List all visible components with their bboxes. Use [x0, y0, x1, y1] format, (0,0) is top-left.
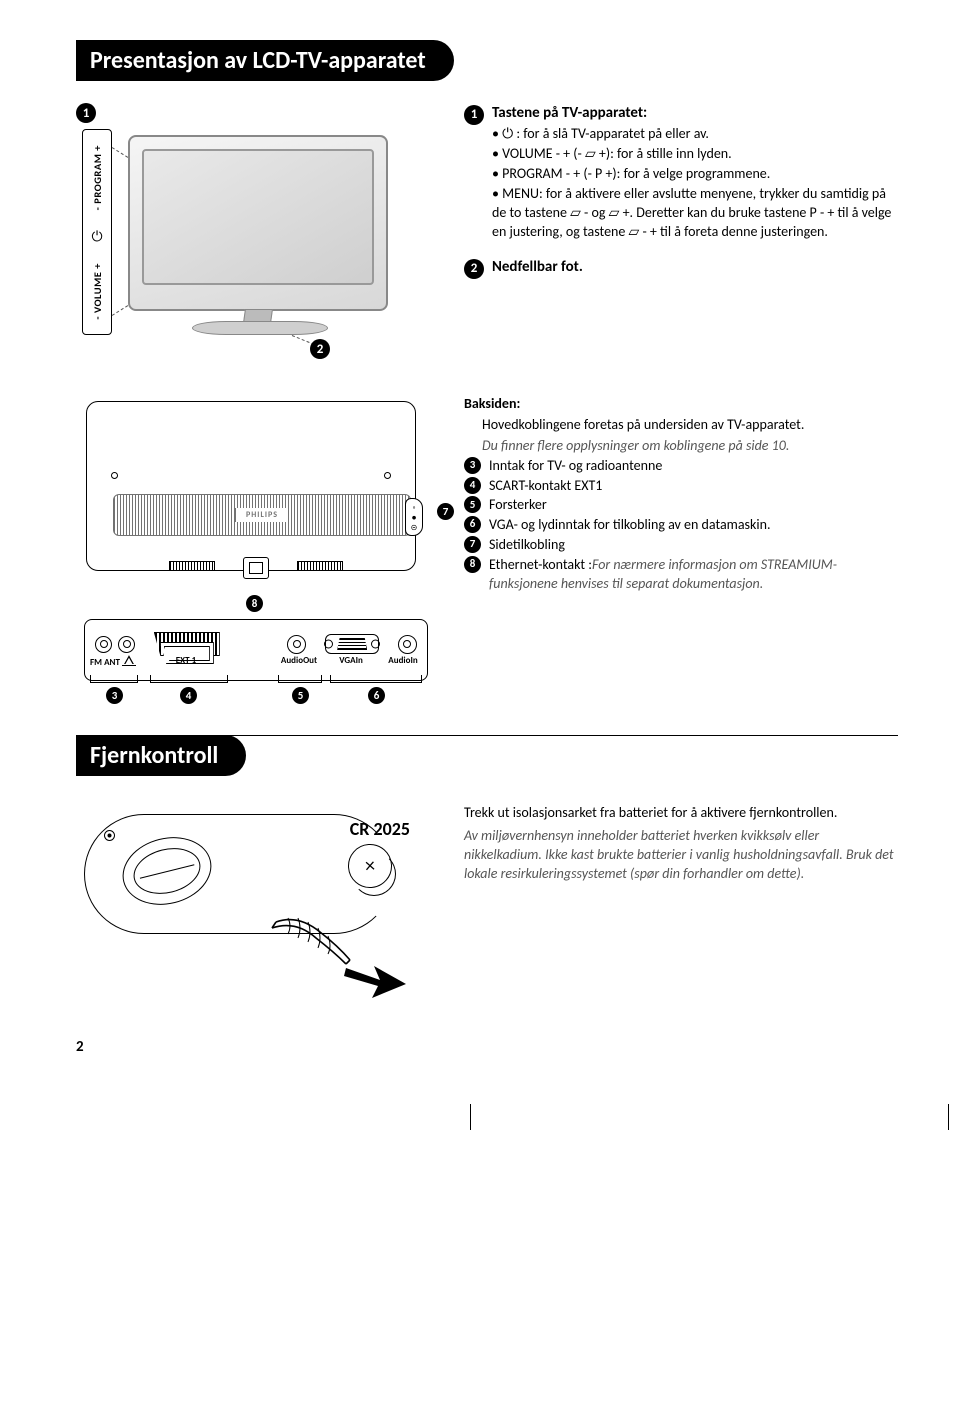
strip-volume-label: - VOLUME +	[91, 263, 104, 320]
bullet-5-text: Forsterker	[489, 496, 898, 515]
crop-mark	[948, 1104, 949, 1130]
label-audio-out-sub: Out	[303, 655, 317, 666]
label-audio-out: Audio	[281, 655, 303, 666]
tv-body-illustration	[128, 135, 388, 311]
callout-4-icon: 4	[180, 687, 197, 704]
bullet-5-icon: 5	[464, 496, 481, 513]
remote-text-column: Trekk ut isolasjonsarket fra batteriet f…	[464, 798, 898, 998]
page-number: 2	[76, 1038, 84, 1056]
bracket-icon	[150, 675, 228, 683]
back-heading: Baksiden:	[464, 395, 898, 414]
bracket-icon	[330, 675, 422, 683]
bullet-7-icon: 7	[464, 536, 481, 553]
side-connector-panel: ◦ ● ⊝	[405, 498, 423, 536]
fm-antenna-jacks	[95, 636, 135, 653]
back-intro: Hovedkoblingene foretas på undersiden av…	[464, 416, 898, 435]
label-audio-in: Audio	[388, 655, 410, 666]
bullet-6-icon: 6	[464, 516, 481, 533]
remote-italic: Av miljøvernhensyn inneholder batteriet …	[464, 827, 898, 884]
callout-6-icon: 6	[368, 687, 385, 704]
bullet-3-text: Inntak for TV- og radioantenne	[489, 457, 898, 476]
bullet-8-icon: 8	[464, 556, 481, 573]
vent-panel: PHILIPS	[113, 494, 411, 536]
bullet-4-text: SCART-kontakt EXT1	[489, 477, 898, 496]
back-row: PHILIPS ◦ ● ⊝ 7 8	[76, 395, 898, 695]
coin-cell-label: CR 2025	[350, 818, 410, 840]
back-text-column: Baksiden: Hovedkoblingene foretas på und…	[464, 395, 898, 695]
pull-tab-illustration	[268, 916, 358, 966]
callout-1-icon: 1	[76, 103, 96, 123]
bullet-item: MENU: for å aktivere eller avslutte meny…	[492, 185, 898, 242]
bullet-1-icon: 1	[464, 105, 484, 125]
bullet-8-text: Ethernet-kontakt :For nærmere informasjo…	[489, 556, 898, 594]
bullet-4-icon: 4	[464, 477, 481, 494]
bullet-6-text: VGA- og lydinntak for tilkobling av en d…	[489, 516, 898, 535]
label-vga: VGA	[339, 655, 355, 666]
screw-icon	[111, 472, 118, 479]
callout-8-icon: 8	[246, 595, 263, 612]
bracket-icon	[278, 675, 322, 683]
coin-x-glyph: ×	[364, 856, 375, 877]
label-vga-sub: In	[356, 655, 363, 666]
bullet-7-text: Sidetilkobling	[489, 536, 898, 555]
tv-screen-illustration	[142, 149, 374, 285]
scart-connector-icon	[154, 632, 220, 656]
bullet-item: ⏻ : for å slå TV-apparatet på eller av.	[492, 125, 898, 144]
bullet-item: VOLUME - + (- ▱ +): for å stille inn lyd…	[492, 145, 898, 164]
intro-text-column: 1 Tastene på TV-apparatet: ⏻ : for å slå…	[464, 103, 898, 363]
label-fm-ant: FM ANT	[90, 657, 120, 668]
block-1-bullets: ⏻ : for å slå TV-apparatet på eller av. …	[492, 125, 898, 241]
crop-mark	[470, 1104, 471, 1130]
section-title-intro: Presentasjon av LCD-TV-apparatet	[76, 40, 454, 81]
block-1: 1 Tastene på TV-apparatet: ⏻ : for å slå…	[464, 103, 898, 243]
section-title-remote: Fjernkontroll	[76, 735, 246, 776]
bullet-item: PROGRAM - + (- P +): for å velge program…	[492, 165, 898, 184]
side-jack-icon: ◦	[413, 503, 416, 513]
bullet-3-icon: 3	[464, 457, 481, 474]
remote-para: Trekk ut isolasjonsarket fra batteriet f…	[464, 804, 898, 823]
figure-coin-cell: CR 2025 ×	[76, 798, 436, 998]
audio-out-jack-icon	[287, 635, 306, 654]
intro-row: 1 - PROGRAM + ⏻ - VOLUME + 2 1 Tastene p…	[76, 103, 898, 363]
power-icon: ⏻	[91, 228, 102, 245]
callout-2-icon: 2	[310, 339, 330, 359]
tv-button-strip: - PROGRAM + ⏻ - VOLUME +	[82, 129, 112, 335]
back-shell: PHILIPS ◦ ● ⊝	[86, 401, 416, 571]
screw-icon	[104, 830, 115, 841]
remote-row: CR 2025 × Trekk ut isolasjonsarket fra b…	[76, 798, 898, 998]
ethernet-port-icon	[243, 557, 269, 579]
hinge-illustration	[201, 561, 311, 595]
vga-connector-icon	[325, 634, 379, 654]
audio-in-jack-icon	[398, 635, 417, 654]
connector-labels: FM ANT EXT 1 AudioOut VGAIn AudioIn	[84, 655, 428, 668]
pull-arrow-icon	[344, 960, 408, 1005]
block-2: 2 Nedfellbar fot.	[464, 257, 898, 279]
side-jack-icon: ⊝	[411, 523, 418, 533]
callout-3-icon: 3	[106, 687, 123, 704]
back-note: Du finner flere opplysninger om koblinge…	[464, 437, 898, 456]
connector-strip	[84, 619, 428, 681]
block-2-title: Nedfellbar fot.	[492, 257, 583, 279]
figure-tv-front: 1 - PROGRAM + ⏻ - VOLUME + 2	[76, 103, 436, 363]
bracket-icon	[90, 675, 138, 683]
label-ext1: EXT 1	[142, 655, 230, 668]
screw-icon	[384, 472, 391, 479]
label-audio-in-sub: In	[410, 655, 417, 666]
bullet-2-icon: 2	[464, 259, 484, 279]
brand-label: PHILIPS	[235, 508, 289, 522]
callout-7-icon: 7	[437, 503, 454, 520]
tv-stand-base	[192, 321, 328, 335]
strip-program-label: - PROGRAM +	[91, 145, 104, 210]
bullet-8-lead: Ethernet-kontakt :	[489, 556, 592, 573]
antenna-icon	[122, 655, 136, 666]
side-jack-icon: ●	[412, 513, 417, 523]
callout-5-icon: 5	[292, 687, 309, 704]
figure-tv-back: PHILIPS ◦ ● ⊝ 7 8	[76, 395, 436, 695]
block-1-title: Tastene på TV-apparatet:	[492, 103, 898, 123]
